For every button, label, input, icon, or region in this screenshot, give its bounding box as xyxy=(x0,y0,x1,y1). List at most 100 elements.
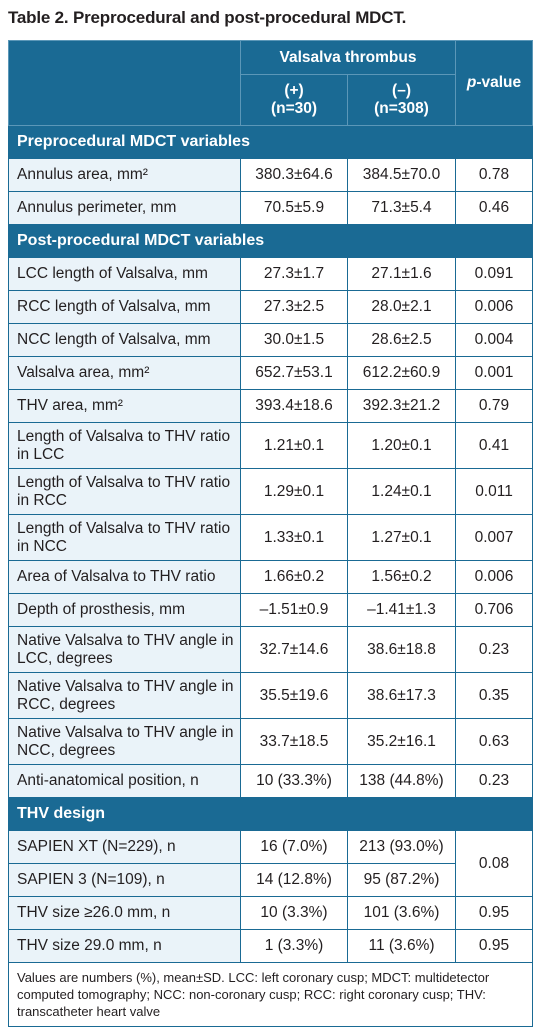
section-title: THV design xyxy=(7,797,534,831)
value-negative: 384.5±70.0 xyxy=(346,158,457,192)
p-value: 0.63 xyxy=(455,718,534,765)
row-label: Depth of prosthesis, mm xyxy=(8,593,241,627)
p-value: 0.79 xyxy=(455,389,534,423)
p-value: 0.08 xyxy=(455,830,534,897)
table-row: SAPIEN XT (N=229), n 16 (7.0%) 213 (93.0%)… xyxy=(8,830,534,897)
value-negative: 213 (93.0%) xyxy=(346,830,457,864)
value-positive: 1.33±0.1 xyxy=(240,514,348,561)
value-negative: 95 (87.2%) xyxy=(346,863,457,897)
p-value: 0.23 xyxy=(455,626,534,673)
p-value: 0.001 xyxy=(455,356,534,390)
p-value: 0.006 xyxy=(455,560,534,594)
value-positive: 35.5±19.6 xyxy=(240,672,348,719)
table-row: THV size ≥26.0 mm, n 10 (3.3%) 101 (3.6%) 0… xyxy=(8,896,534,930)
table-row: Native Valsalva to THV angle in NCC, deg… xyxy=(8,718,534,765)
header-pvalue: p-value xyxy=(455,40,534,126)
row-label: LCC length of Valsalva, mm xyxy=(8,257,241,291)
section-header-row: THV design xyxy=(7,797,534,831)
row-label: Length of Valsalva to THV ratio in RCC xyxy=(8,468,241,515)
row-label: THV size 29.0 mm, n xyxy=(8,929,241,963)
value-negative: 27.1±1.6 xyxy=(346,257,457,291)
value-positive: 70.5±5.9 xyxy=(240,191,348,225)
header-group: Valsalva thrombus xyxy=(239,40,457,75)
table-row: Annulus perimeter, mm 70.5±5.9 71.3±5.4 0.4… xyxy=(8,191,534,225)
row-label: Annulus perimeter, mm xyxy=(8,191,241,225)
table-row: Annulus area, mm² 380.3±64.6 384.5±70.0 0.7… xyxy=(8,158,534,192)
header-negative-sign: (–) xyxy=(392,82,411,99)
table-row: LCC length of Valsalva, mm 27.3±1.7 27.1±1… xyxy=(8,257,534,291)
table-row: Length of Valsalva to THV ratio in LCC 1.… xyxy=(8,422,534,469)
section-header-row: Post-procedural MDCT variables xyxy=(7,224,534,258)
p-value: 0.95 xyxy=(455,929,534,963)
header-negative-n: (n=308) xyxy=(374,100,429,117)
value-negative: 11 (3.6%) xyxy=(346,929,457,963)
header-blank xyxy=(8,40,241,126)
p-value: 0.78 xyxy=(455,158,534,192)
value-negative: 38.6±17.3 xyxy=(346,672,457,719)
table-row: NCC length of Valsalva, mm 30.0±1.5 28.6±2… xyxy=(8,323,534,357)
section-header-row: Preprocedural MDCT variables xyxy=(7,125,534,159)
row-label: Area of Valsalva to THV ratio xyxy=(8,560,241,594)
p-value: 0.95 xyxy=(455,896,534,930)
value-negative: 28.6±2.5 xyxy=(346,323,457,357)
value-negative: 71.3±5.4 xyxy=(346,191,457,225)
value-positive: –1.51±0.9 xyxy=(240,593,348,627)
p-value: 0.011 xyxy=(455,468,534,515)
value-negative: –1.41±1.3 xyxy=(346,593,457,627)
header-positive-sign: (+) xyxy=(284,82,304,99)
value-positive: 393.4±18.6 xyxy=(240,389,348,423)
p-value: 0.004 xyxy=(455,323,534,357)
table-row: Depth of prosthesis, mm –1.51±0.9 –1.41±1.… xyxy=(8,593,534,627)
header-positive-n: (n=30) xyxy=(270,100,318,117)
header-negative: (–) (n=308) xyxy=(346,74,457,126)
row-label: Annulus area, mm² xyxy=(8,158,241,192)
value-negative: 612.2±60.9 xyxy=(346,356,457,390)
value-negative: 1.20±0.1 xyxy=(346,422,457,469)
value-negative: 1.56±0.2 xyxy=(346,560,457,594)
value-negative: 138 (44.8%) xyxy=(346,764,457,798)
p-value: 0.006 xyxy=(455,290,534,324)
p-value: 0.41 xyxy=(455,422,534,469)
table-title: Table 2. Preprocedural and post-procedur… xyxy=(8,8,407,27)
row-label: NCC length of Valsalva, mm xyxy=(8,323,241,357)
value-positive: 380.3±64.6 xyxy=(240,158,348,192)
p-value: 0.007 xyxy=(455,514,534,561)
value-positive: 1.66±0.2 xyxy=(240,560,348,594)
p-value: 0.23 xyxy=(455,764,534,798)
footnote: Values are numbers (%), mean±SD. LCC: le… xyxy=(7,962,534,1027)
header-row-1: Valsalva thrombus p-value xyxy=(8,40,534,126)
value-positive: 32.7±14.6 xyxy=(240,626,348,673)
row-label: RCC length of Valsalva, mm xyxy=(8,290,241,324)
value-positive: 27.3±2.5 xyxy=(240,290,348,324)
p-value: 0.091 xyxy=(455,257,534,291)
value-positive: 1 (3.3%) xyxy=(240,929,348,963)
row-label: SAPIEN XT (N=229), n xyxy=(8,830,241,864)
footnote-row: Values are numbers (%), mean±SD. LCC: le… xyxy=(7,962,534,1027)
value-negative: 38.6±18.8 xyxy=(346,626,457,673)
value-positive: 652.7±53.1 xyxy=(240,356,348,390)
value-positive: 1.29±0.1 xyxy=(240,468,348,515)
table-row: RCC length of Valsalva, mm 27.3±2.5 28.0±2… xyxy=(8,290,534,324)
value-positive: 10 (33.3%) xyxy=(240,764,348,798)
row-label: THV size ≥26.0 mm, n xyxy=(8,896,241,930)
p-value: 0.35 xyxy=(455,672,534,719)
row-label: Valsalva area, mm² xyxy=(8,356,241,390)
table-row: THV area, mm² 393.4±18.6 392.3±21.2 0.79 xyxy=(8,389,534,423)
table-row: Length of Valsalva to THV ratio in NCC 1.… xyxy=(8,514,534,561)
pvalue-italic: p xyxy=(466,74,477,91)
row-label: Length of Valsalva to THV ratio in LCC xyxy=(8,422,241,469)
table-row: SAPIEN 3 (N=109), n 14 (12.8%) 95 (87.2%) xyxy=(8,863,533,897)
value-positive: 27.3±1.7 xyxy=(240,257,348,291)
pvalue-rest: -value xyxy=(476,74,522,91)
table-row: Length of Valsalva to THV ratio in RCC 1.… xyxy=(8,468,534,515)
row-label: Length of Valsalva to THV ratio in NCC xyxy=(8,514,241,561)
row-label: THV area, mm² xyxy=(8,389,241,423)
header-positive: (+) (n=30) xyxy=(240,74,348,126)
value-positive: 1.21±0.1 xyxy=(240,422,348,469)
value-negative: 392.3±21.2 xyxy=(346,389,457,423)
value-negative: 101 (3.6%) xyxy=(346,896,457,930)
value-negative: 35.2±16.1 xyxy=(346,718,457,765)
table-row: Anti-anatomical position, n 10 (33.3%) 138… xyxy=(8,764,534,798)
section-title: Post-procedural MDCT variables xyxy=(7,224,534,258)
data-table: Valsalva thrombus p-value (+) (n=30) (–)(… xyxy=(7,40,534,1027)
